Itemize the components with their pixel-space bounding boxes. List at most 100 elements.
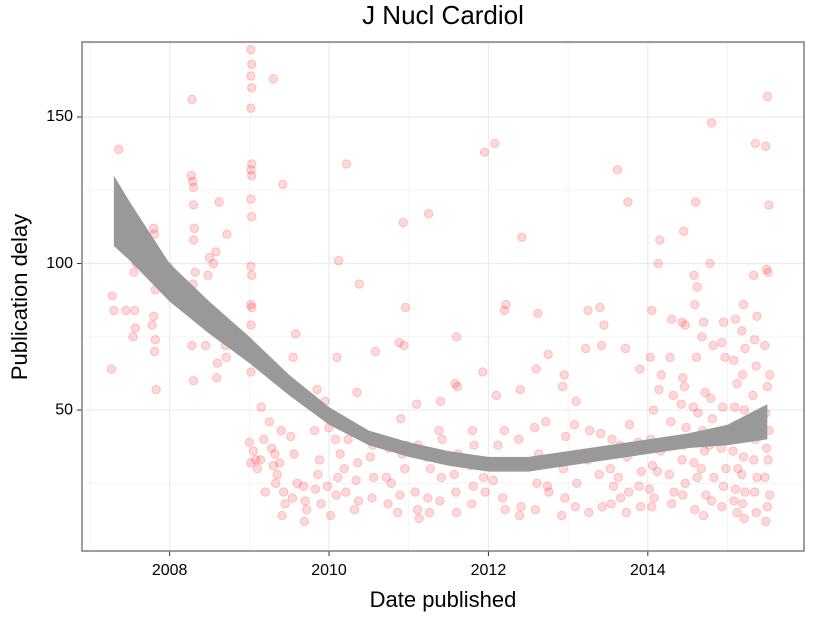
data-point	[332, 352, 342, 363]
data-point	[751, 361, 761, 371]
data-point	[188, 176, 198, 187]
data-point	[280, 499, 290, 509]
y-tick-label: 150	[46, 108, 73, 125]
data-point	[354, 279, 365, 289]
data-point	[705, 258, 715, 269]
data-point	[491, 390, 502, 401]
data-point	[732, 507, 742, 518]
data-point	[729, 402, 740, 412]
data-point	[647, 461, 658, 471]
data-point	[653, 258, 663, 269]
data-point	[341, 159, 352, 169]
data-point	[386, 478, 396, 489]
data-point	[343, 434, 353, 445]
data-point	[584, 507, 594, 518]
data-point	[423, 493, 433, 503]
data-point	[278, 179, 288, 190]
data-point	[749, 270, 759, 280]
data-point	[740, 343, 750, 354]
data-point	[748, 390, 758, 401]
data-point	[211, 247, 221, 257]
data-point	[247, 83, 257, 93]
data-point	[656, 370, 667, 380]
data-point	[706, 496, 717, 506]
data-point	[692, 282, 702, 292]
data-point	[435, 496, 445, 506]
data-point	[274, 458, 285, 468]
data-point	[570, 502, 580, 512]
data-point	[498, 493, 508, 503]
data-point	[490, 138, 500, 149]
data-point	[106, 364, 117, 374]
data-point	[400, 302, 411, 313]
data-point	[717, 337, 727, 348]
data-point	[450, 378, 460, 389]
data-point	[270, 478, 281, 489]
data-point	[690, 197, 701, 207]
data-point	[635, 502, 646, 512]
data-point	[467, 425, 478, 436]
data-point	[733, 463, 743, 474]
data-point	[665, 352, 675, 363]
data-point	[451, 332, 462, 342]
x-tick-label: 2010	[311, 562, 347, 579]
data-point	[188, 182, 199, 193]
data-point	[666, 417, 676, 427]
data-point	[729, 355, 739, 365]
y-tick-label: 50	[55, 401, 73, 418]
data-point	[680, 320, 690, 330]
data-point	[542, 481, 553, 491]
data-point	[669, 487, 679, 497]
data-point	[596, 428, 606, 439]
data-point	[737, 469, 747, 480]
data-point	[737, 370, 748, 380]
data-point	[266, 443, 277, 453]
data-point	[246, 44, 256, 55]
data-point	[436, 472, 447, 483]
data-point	[322, 481, 333, 491]
data-point	[761, 141, 771, 152]
data-point	[312, 384, 322, 395]
data-point	[246, 165, 256, 175]
data-point	[109, 305, 119, 316]
data-point	[392, 507, 403, 518]
data-point	[499, 425, 510, 436]
data-point	[708, 340, 718, 351]
data-point	[212, 358, 223, 368]
data-point	[680, 478, 690, 489]
data-point	[613, 472, 624, 483]
data-point	[451, 507, 462, 518]
data-point	[286, 431, 296, 442]
data-point	[760, 340, 770, 351]
data-point	[678, 226, 689, 236]
data-point	[515, 384, 526, 395]
data-point	[299, 516, 310, 527]
data-point	[247, 170, 257, 181]
data-point	[204, 252, 215, 263]
data-point	[530, 504, 541, 515]
data-point	[696, 463, 706, 474]
data-point	[437, 434, 447, 445]
chart-title: J Nucl Cardiol	[362, 0, 524, 30]
data-point	[761, 516, 771, 527]
data-point	[749, 335, 760, 345]
data-point	[533, 308, 543, 319]
data-point	[729, 496, 739, 506]
data-point	[698, 317, 709, 327]
data-point	[325, 510, 336, 521]
data-point	[728, 446, 738, 456]
data-point	[367, 493, 377, 503]
data-point	[113, 144, 124, 154]
data-point	[452, 381, 463, 392]
data-point	[701, 490, 711, 500]
data-point	[244, 437, 255, 447]
data-point	[749, 455, 759, 465]
data-point	[752, 472, 762, 483]
data-point	[365, 452, 376, 462]
data-point	[289, 449, 299, 459]
data-point	[606, 499, 616, 509]
data-point	[644, 484, 655, 494]
data-point	[700, 387, 710, 398]
x-tick-label: 2014	[630, 562, 666, 579]
